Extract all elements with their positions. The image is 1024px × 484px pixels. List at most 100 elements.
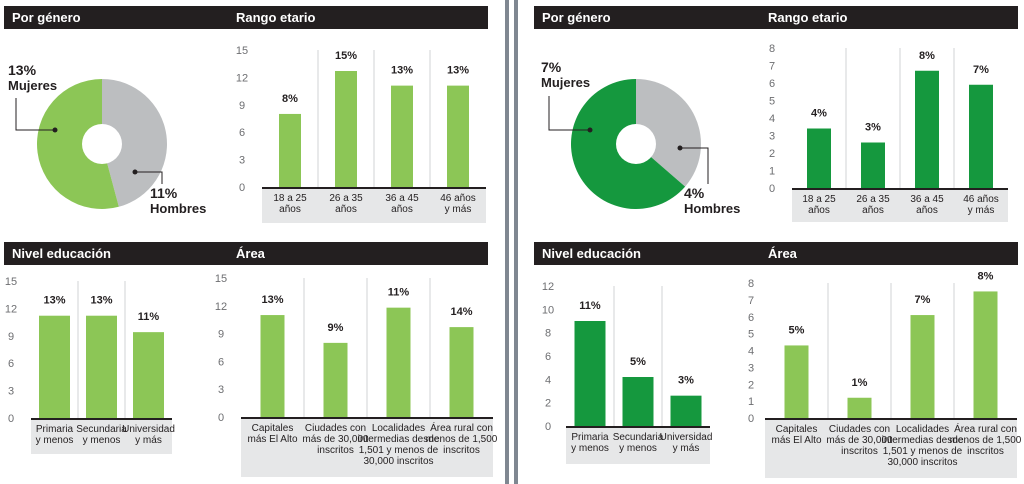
age-title: Rango etario	[768, 10, 848, 25]
category-label: Universidad	[660, 432, 713, 443]
area-title: Área	[768, 246, 797, 261]
bar	[915, 70, 939, 188]
y-tick-label: 2	[545, 398, 551, 410]
y-tick-label: 9	[8, 331, 14, 343]
bar-value-label: 8%	[919, 50, 935, 62]
category-label: años	[862, 205, 884, 216]
y-tick-label: 6	[748, 312, 754, 324]
bar	[670, 395, 702, 426]
y-tick-label: 6	[218, 356, 224, 368]
y-tick-label: 1	[748, 396, 754, 408]
bar	[861, 142, 885, 188]
category-label: menos de 1,500	[950, 435, 1022, 446]
category-label: Capitales	[252, 423, 294, 434]
bar	[447, 85, 469, 187]
bar-value-label: 3%	[865, 122, 881, 134]
bar-value-label: 13%	[447, 65, 469, 77]
category-label: Ciudades con	[305, 423, 366, 434]
leader-dot	[52, 127, 58, 133]
category-label: inscritos	[443, 445, 480, 456]
education-header: Nivel educación Área	[534, 242, 1018, 265]
bar-value-label: 11%	[388, 287, 410, 299]
category-label: 1,501 y menos de	[883, 446, 963, 457]
category-label-band	[262, 189, 486, 223]
panel-divider	[505, 0, 518, 484]
leader-line	[15, 98, 55, 131]
bar	[335, 71, 357, 187]
category-label: más de 30,000	[302, 434, 369, 445]
bar-value-label: 9%	[328, 322, 344, 334]
y-tick-label: 1	[769, 166, 775, 178]
bar	[133, 332, 164, 418]
category-label: y más	[968, 205, 995, 216]
category-label: 1,501 y menos de	[359, 445, 439, 456]
y-tick-label: 2	[748, 379, 754, 391]
pie-slice-women	[36, 79, 119, 210]
category-label: Localidades	[372, 423, 425, 434]
y-tick-label: 6	[545, 351, 551, 363]
pie-chart-gender: 7%Mujeres 4%Hombres	[541, 59, 740, 216]
category-label: 30,000 inscritos	[887, 457, 957, 468]
y-tick-label: 15	[5, 276, 17, 288]
bar	[323, 342, 348, 417]
category-label: Capitales	[776, 424, 818, 435]
category-label: y menos	[571, 443, 609, 454]
y-tick-label: 0	[218, 412, 224, 424]
category-label: intermedias desde	[882, 435, 964, 446]
category-label: 18 a 25	[802, 194, 836, 205]
category-label: intermedias desde	[358, 434, 440, 445]
bar	[910, 315, 935, 418]
men-label: Hombres	[684, 201, 740, 216]
category-label: y menos	[83, 435, 121, 446]
pie-chart-gender: 13%Mujeres 11%Hombres	[8, 62, 206, 216]
category-label: 46 años	[440, 193, 476, 204]
bar-value-label: 15%	[335, 50, 357, 62]
category-label: más El Alto	[771, 435, 821, 446]
bar-value-label: 7%	[973, 64, 989, 76]
bar	[807, 128, 831, 188]
y-tick-label: 6	[8, 358, 14, 370]
category-label: años	[335, 204, 357, 215]
category-label-band	[765, 420, 1017, 478]
bar-value-label: 5%	[630, 356, 646, 368]
category-label: Universidad	[122, 424, 175, 435]
bar	[574, 321, 606, 426]
category-label-band	[241, 419, 493, 477]
category-label: Área rural con	[954, 422, 1017, 435]
y-tick-label: 15	[236, 45, 248, 57]
leader-line	[135, 171, 163, 184]
category-label: y más	[135, 435, 162, 446]
category-label: años	[808, 205, 830, 216]
y-tick-label: 3	[239, 155, 245, 167]
bar-value-label: 13%	[261, 294, 283, 306]
y-tick-label: 0	[8, 413, 14, 425]
y-tick-label: 4	[748, 346, 754, 358]
bar	[86, 315, 117, 418]
pie-slice-men	[102, 79, 167, 207]
category-label: menos de 1,500	[426, 434, 498, 445]
y-tick-label: 8	[545, 328, 551, 340]
category-label: Ciudades con	[829, 424, 890, 435]
category-label: Localidades	[896, 424, 949, 435]
women-label: Mujeres	[541, 75, 590, 90]
bar-value-label: 13%	[391, 65, 413, 77]
bar-value-label: 13%	[43, 295, 65, 307]
bar-value-label: 11%	[138, 311, 160, 323]
y-tick-label: 7	[748, 295, 754, 307]
category-label: Secundaria	[613, 432, 664, 443]
y-tick-label: 2	[769, 148, 775, 160]
education-title: Nivel educación	[12, 246, 111, 261]
area-title: Área	[236, 246, 265, 261]
y-tick-label: 15	[215, 273, 227, 285]
category-label: inscritos	[317, 445, 354, 456]
y-tick-label: 5	[769, 96, 775, 108]
category-label: años	[916, 205, 938, 216]
y-tick-label: 9	[239, 100, 245, 112]
category-label: y menos	[36, 435, 74, 446]
category-label-band	[31, 420, 172, 454]
bar-value-label: 7%	[915, 294, 931, 306]
bar	[391, 85, 413, 187]
